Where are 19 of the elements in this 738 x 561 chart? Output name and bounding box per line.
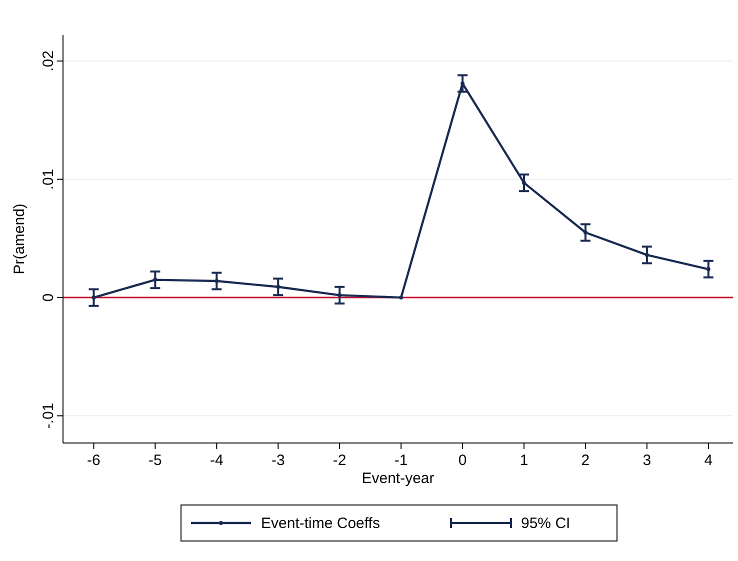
y-tick-label: .02 <box>40 50 57 72</box>
x-axis-title: Event-year <box>362 470 434 487</box>
x-tick-label: 4 <box>704 452 713 469</box>
x-tick-label: 3 <box>642 452 652 469</box>
x-tick-label: -3 <box>271 452 285 469</box>
text: 95% CI <box>521 515 570 532</box>
y-tick-label: 0 <box>40 293 57 302</box>
x-tick-label: -6 <box>87 452 100 469</box>
x-tick-label: 0 <box>458 452 467 469</box>
y-tick-label: -.01 <box>40 402 57 429</box>
legend-label: Event-time Coeffs <box>261 515 380 532</box>
x-tick-label: -1 <box>394 452 408 469</box>
x-tick-label: -2 <box>332 452 346 469</box>
x-tick-label: -5 <box>148 452 162 469</box>
x-tick-label: 1 <box>520 452 528 469</box>
x-tick-label: 2 <box>581 452 590 469</box>
y-axis-title: Pr(amend) <box>11 204 28 274</box>
x-tick-label: -4 <box>210 452 224 469</box>
y-tick-label: .01 <box>40 168 57 190</box>
